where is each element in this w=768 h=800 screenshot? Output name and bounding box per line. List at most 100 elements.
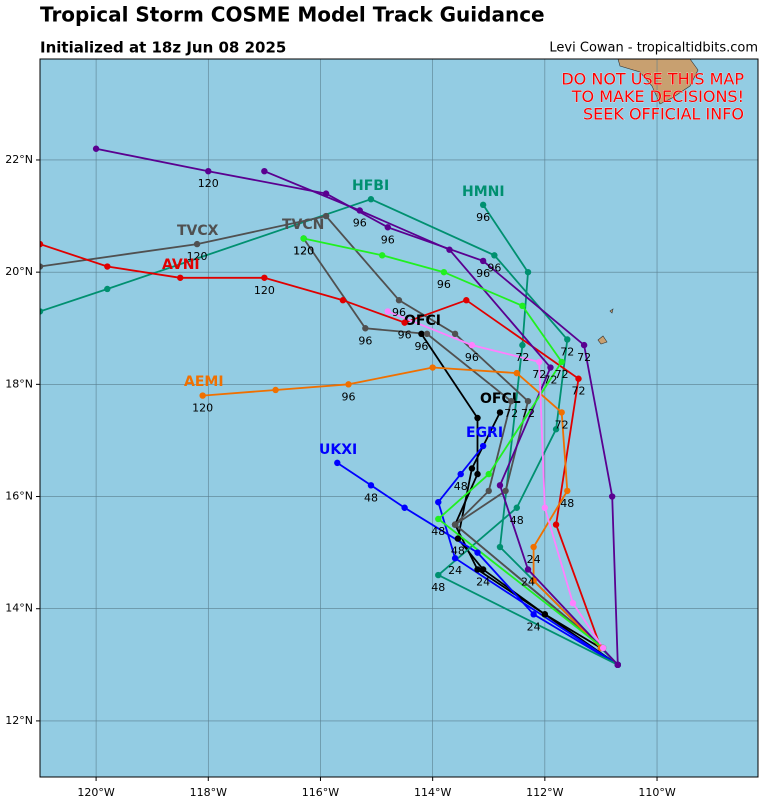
track-point (378, 252, 386, 259)
track-point (451, 555, 459, 562)
model-name: AEMI (184, 374, 224, 390)
track-point (261, 274, 268, 281)
track-point (580, 341, 588, 349)
track-point (451, 330, 459, 338)
track-point (530, 611, 537, 618)
track-point (92, 145, 100, 152)
track-point (468, 341, 476, 349)
track-point (322, 190, 330, 197)
forecast-hour-label: 120 (254, 284, 275, 297)
forecast-hour-label: 96 (398, 329, 412, 342)
forecast-hour-label: 96 (476, 267, 490, 280)
track-point (384, 224, 391, 231)
track-point (519, 302, 526, 310)
track-point (451, 521, 459, 528)
track-point (519, 341, 526, 349)
track-point (339, 297, 347, 304)
forecast-hour-label: 72 (555, 368, 569, 381)
track-point (485, 487, 492, 495)
track-point (193, 240, 201, 248)
track-point (474, 549, 481, 556)
track-point (322, 212, 330, 220)
track-point (205, 167, 212, 175)
track-point (608, 493, 616, 500)
forecast-hour-label: 120 (293, 245, 314, 258)
track-line (40, 243, 602, 649)
track-point (384, 308, 391, 315)
forecast-hour-label: 72 (521, 407, 535, 420)
track-point (463, 297, 470, 304)
track-point (513, 369, 520, 377)
track-point (599, 644, 607, 652)
track-point (569, 599, 577, 607)
mexico-coast (617, 59, 699, 105)
forecast-hour-label: 72 (532, 368, 546, 381)
forecast-hour-label: 48 (451, 545, 465, 558)
track-point (468, 465, 476, 472)
track-point (474, 566, 481, 573)
track-point (435, 515, 442, 523)
track-point (491, 252, 498, 259)
x-tick-label: 114°W (414, 786, 451, 799)
forecast-hour-label: 72 (572, 385, 586, 398)
track-point (401, 504, 408, 511)
y-tick-label: 14°N (5, 602, 33, 615)
model-name: EGRI (466, 425, 503, 441)
track-point (40, 308, 44, 315)
track-point (345, 381, 352, 388)
forecast-hour-label: 96 (476, 211, 490, 224)
track-point (479, 566, 487, 573)
axes: 120°W 118°W 116°W 114°W 112°W 110°W 12°N 14°N 16… (5, 153, 676, 799)
forecast-hour-label: 120 (293, 245, 314, 258)
track-point (454, 535, 462, 542)
track-point (300, 235, 307, 242)
track-point (356, 207, 363, 214)
track-point (367, 482, 375, 489)
forecast-hour-label: 72 (577, 351, 591, 364)
track-point (496, 482, 504, 489)
forecast-hour-label: 72 (543, 374, 557, 387)
track-point (199, 392, 206, 399)
x-tick-label: 112°W (526, 786, 563, 799)
track-point (418, 330, 425, 338)
track-point (479, 442, 487, 450)
model-name: TVCX (177, 223, 219, 239)
forecast-hour-label: 24 (527, 553, 541, 566)
track-point (40, 263, 44, 270)
plot-frame (39, 58, 759, 778)
forecast-hour-label: 96 (487, 261, 501, 274)
track-point (564, 487, 571, 495)
forecast-hour-label: 72 (515, 351, 529, 364)
track-point (435, 571, 442, 579)
forecast-hour-label: 48 (560, 497, 574, 510)
model-name: OFCL (480, 391, 521, 407)
track-point (564, 336, 571, 343)
forecast-hour-label: 48 (454, 480, 468, 493)
track-point (541, 504, 549, 511)
y-tick-label: 18°N (5, 377, 33, 390)
warning-line: TO MAKE DECISIONS! (571, 87, 744, 106)
track-point (552, 521, 560, 528)
track-point (104, 263, 111, 270)
forecast-hour-label: 96 (358, 334, 372, 347)
track-point (457, 470, 464, 478)
credit: Levi Cowan - tropicaltidbits.com (549, 41, 758, 56)
track-point (429, 364, 436, 371)
track-point (423, 330, 431, 338)
forecast-hour-label: 24 (448, 564, 462, 577)
track-point (524, 566, 532, 573)
track-point (541, 611, 549, 618)
warning-line: SEEK OFFICIAL INFO (583, 105, 744, 124)
forecast-hour-label: 96 (353, 216, 367, 229)
track-point (40, 240, 44, 248)
forecast-hour-label: 72 (504, 407, 518, 420)
forecast-hour-label: 120 (198, 177, 219, 190)
track-point (614, 661, 621, 669)
forecast-hour-label: 96 (381, 233, 395, 246)
track-point (558, 409, 565, 416)
track-point (401, 319, 408, 326)
plot-area: 2448OFCL96OFCI2448EGRI2448UKXI48487296HF… (40, 59, 758, 777)
track-point (435, 498, 442, 506)
model-name: OFCI (404, 313, 441, 329)
